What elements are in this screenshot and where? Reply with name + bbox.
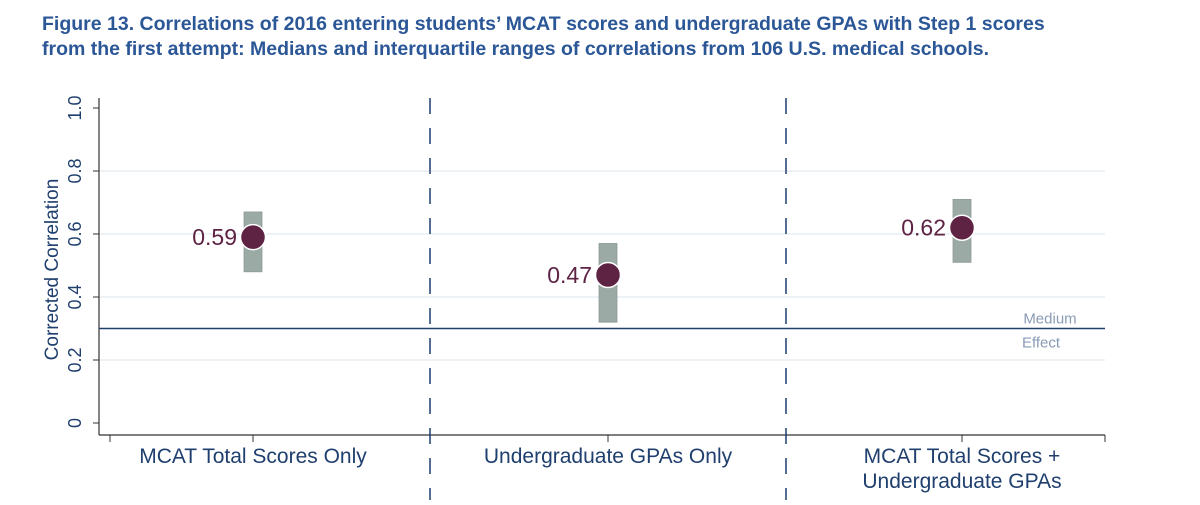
y-tick-label: 0.4 <box>65 284 85 309</box>
y-tick-label: 0.6 <box>65 221 85 246</box>
chart-title-line1: Figure 13. Correlations of 2016 entering… <box>42 13 1045 35</box>
median-point <box>594 261 622 289</box>
chart-title: Figure 13. Correlations of 2016 entering… <box>42 12 1182 62</box>
medium-effect-label-line2: Effect <box>1022 335 1061 352</box>
category-label: MCAT Total Scores + <box>864 445 1061 468</box>
median-label: 0.62 <box>901 215 946 241</box>
chart-title-line2: from the first attempt: Medians and inte… <box>42 38 990 60</box>
y-tick-label: 1.0 <box>65 95 85 120</box>
y-tick-label: 0 <box>65 418 85 428</box>
category-label-line2: Undergraduate GPAs <box>862 470 1061 493</box>
median-point <box>239 223 267 251</box>
median-point <box>948 214 976 241</box>
medium-effect-label-line1: Medium <box>1023 311 1076 328</box>
y-axis-label: Corrected Correlation <box>42 179 63 361</box>
y-tick-label: 0.2 <box>65 347 85 372</box>
median-label: 0.59 <box>192 224 237 250</box>
y-tick-label: 0.8 <box>65 158 85 183</box>
median-label: 0.47 <box>547 262 592 288</box>
category-label: Undergraduate GPAs Only <box>484 445 733 468</box>
category-label: MCAT Total Scores Only <box>139 445 367 468</box>
